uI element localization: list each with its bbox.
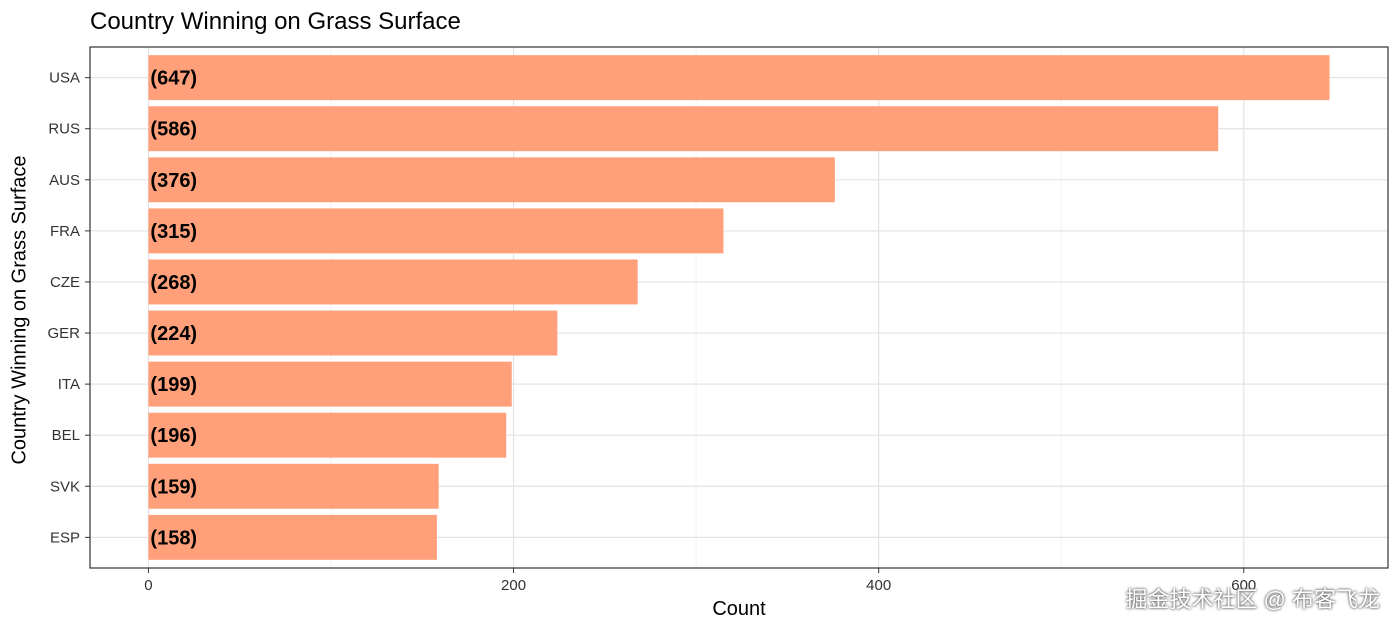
y-tick-label: GER	[47, 325, 80, 342]
bar	[148, 463, 439, 509]
y-tick-label: ESP	[50, 529, 80, 546]
bar-value-label: (196)	[150, 425, 197, 447]
bar-value-label: (268)	[150, 272, 197, 294]
x-tick-label: 600	[1231, 577, 1256, 594]
bar	[148, 361, 512, 407]
y-tick-label: FRA	[50, 223, 80, 240]
bar-value-label: (315)	[150, 221, 197, 243]
bar	[148, 514, 437, 560]
bar	[148, 106, 1219, 152]
bar-value-label: (158)	[150, 527, 197, 549]
bar	[148, 157, 835, 203]
y-tick-label: BEL	[52, 427, 80, 444]
bar-value-label: (376)	[150, 170, 197, 192]
y-tick-label: USA	[49, 70, 80, 87]
y-tick-label: RUS	[48, 121, 80, 138]
bar	[148, 259, 638, 305]
x-axis-title: Count	[712, 598, 766, 620]
bar-value-label: (224)	[150, 323, 197, 345]
x-tick-label: 0	[144, 577, 152, 594]
bar	[148, 55, 1330, 101]
y-tick-label: AUS	[49, 172, 80, 189]
x-tick-label: 400	[866, 577, 891, 594]
y-tick-label: ITA	[58, 376, 80, 393]
bar-value-label: (159)	[150, 476, 197, 498]
chart-title: Country Winning on Grass Surface	[90, 8, 461, 35]
bar-value-label: (586)	[150, 119, 197, 141]
bar	[148, 310, 558, 356]
bar	[148, 412, 507, 458]
y-tick-label: SVK	[50, 478, 80, 495]
x-tick-label: 200	[501, 577, 526, 594]
watermark-text: 掘金技术社区 @ 布客飞龙	[1125, 587, 1380, 612]
bar-value-label: (199)	[150, 374, 197, 396]
y-tick-label: CZE	[50, 274, 80, 291]
bar-value-label: (647)	[150, 68, 197, 90]
plot-panel-border	[89, 46, 1389, 569]
bar	[148, 208, 724, 254]
